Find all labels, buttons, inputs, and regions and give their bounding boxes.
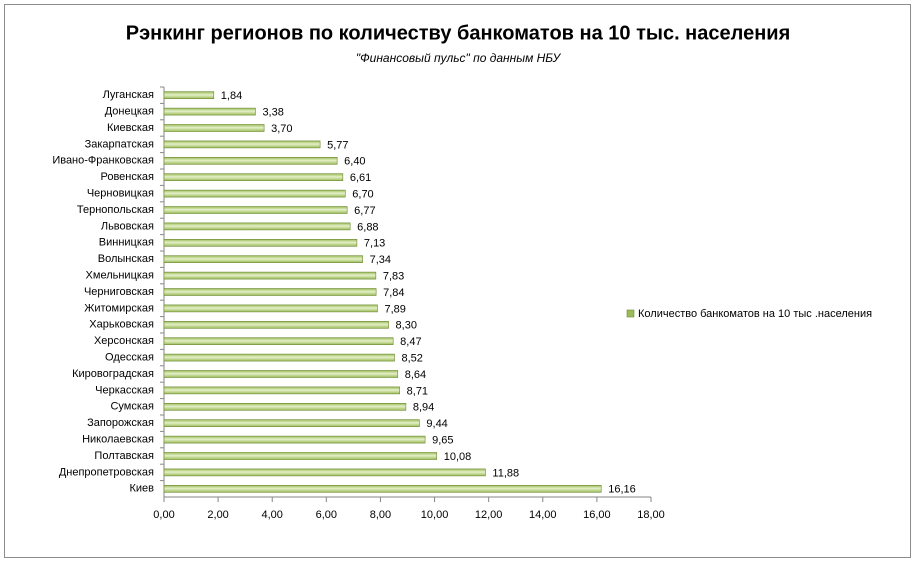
- value-label: 16,16: [608, 484, 636, 496]
- chart-border: [4, 4, 911, 558]
- value-label: 7,89: [384, 303, 405, 315]
- y-tick-label: Николаевская: [82, 434, 154, 446]
- y-tick-label: Черниговская: [84, 286, 154, 298]
- x-tick-label: 0,00: [153, 509, 174, 521]
- y-tick-label: Винницкая: [99, 237, 154, 249]
- y-tick-label: Ивано-Франковская: [52, 155, 154, 167]
- y-tick-label: Львовская: [101, 220, 154, 232]
- bar: [163, 222, 351, 231]
- y-tick-label: Черкасская: [95, 384, 154, 396]
- y-tick-label: Житомирская: [84, 302, 154, 314]
- y-tick-label: Волынская: [98, 253, 154, 265]
- x-tick-label: 8,00: [370, 509, 391, 521]
- chart-subtitle: "Финансовый пульс" по данным НБУ: [356, 51, 562, 65]
- bar: [163, 452, 438, 460]
- y-tick-label: Харьковская: [89, 319, 154, 331]
- value-label: 8,52: [402, 353, 423, 365]
- bar: [163, 173, 344, 181]
- value-label: 7,84: [383, 287, 404, 299]
- value-label: 11,88: [492, 467, 519, 479]
- value-label: 3,38: [262, 107, 283, 119]
- bar: [163, 91, 215, 99]
- value-label: 8,47: [400, 336, 421, 348]
- bar: [163, 353, 395, 362]
- y-tick-label: Луганская: [103, 89, 154, 101]
- y-tick-label: Закарпатская: [85, 138, 154, 150]
- value-label: 7,34: [370, 254, 391, 266]
- x-tick-label: 18,00: [637, 509, 665, 521]
- bar: [163, 419, 420, 428]
- bar: [163, 370, 399, 378]
- legend-label: Количество банкоматов на 10 тыс .населен…: [638, 308, 872, 320]
- y-tick-label: Тернопольская: [77, 204, 154, 216]
- chart-title: Рэнкинг регионов по количеству банкомато…: [126, 22, 791, 44]
- y-tick-label: Черновицкая: [87, 188, 154, 200]
- bar: [163, 140, 321, 149]
- bar: [163, 288, 377, 296]
- x-tick-label: 14,00: [529, 509, 557, 521]
- bar: [163, 304, 378, 313]
- bar: [163, 435, 426, 444]
- x-tick-label: 2,00: [207, 509, 228, 521]
- value-label: 7,13: [364, 238, 385, 250]
- value-label: 8,30: [396, 320, 417, 332]
- x-tick-label: 10,00: [421, 509, 449, 521]
- value-label: 8,64: [405, 369, 426, 381]
- value-label: 6,61: [350, 172, 371, 184]
- bar: [163, 271, 377, 280]
- x-tick-label: 16,00: [583, 509, 611, 521]
- value-label: 6,70: [352, 189, 373, 201]
- x-tick-label: 6,00: [316, 509, 337, 521]
- y-tick-label: Хмельницкая: [86, 270, 154, 282]
- bar: [163, 468, 486, 477]
- bar: [163, 157, 338, 165]
- bar: [163, 320, 389, 329]
- bar: [163, 402, 407, 411]
- value-label: 8,71: [407, 385, 428, 397]
- bar: [163, 386, 400, 395]
- value-label: 9,44: [426, 418, 447, 430]
- value-label: 6,88: [357, 221, 378, 233]
- value-label: 1,84: [221, 90, 242, 102]
- bar: [163, 124, 265, 132]
- y-tick-label: Запорожская: [87, 417, 154, 429]
- y-tick-label: Полтавская: [94, 450, 154, 462]
- value-label: 5,77: [327, 139, 348, 151]
- value-label: 6,77: [354, 205, 375, 217]
- y-tick-label: Сумская: [110, 401, 154, 413]
- x-tick-label: 12,00: [475, 509, 503, 521]
- y-tick-label: Донецкая: [105, 106, 154, 118]
- y-tick-label: Кировоградская: [72, 368, 154, 380]
- bar: [163, 206, 348, 214]
- value-label: 6,40: [344, 156, 365, 168]
- value-label: 7,83: [383, 271, 404, 283]
- bar: [163, 239, 358, 247]
- y-tick-label: Херсонская: [94, 335, 154, 347]
- y-tick-label: Ровенская: [100, 171, 154, 183]
- y-tick-label: Одесская: [105, 352, 154, 364]
- value-label: 10,08: [444, 451, 472, 463]
- bar: [163, 484, 602, 493]
- bar: [163, 107, 256, 116]
- y-tick-label: Киев: [129, 483, 154, 495]
- value-label: 8,94: [413, 402, 434, 414]
- y-tick-label: Днепропетровская: [59, 466, 154, 478]
- value-label: 3,70: [271, 123, 292, 135]
- y-tick-label: Киевская: [107, 122, 154, 134]
- bar: [163, 189, 346, 198]
- value-label: 9,65: [432, 435, 453, 447]
- x-tick-label: 4,00: [262, 509, 283, 521]
- legend-marker: [626, 309, 635, 318]
- bar: [163, 255, 363, 263]
- bar: [163, 337, 394, 346]
